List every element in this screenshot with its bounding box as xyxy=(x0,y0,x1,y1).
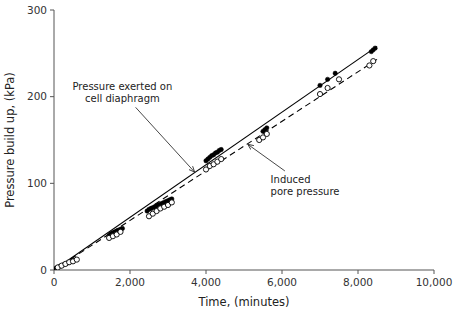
open-point xyxy=(118,229,123,234)
chart: 0 2,000 4,000 6,000 8,000 10,000 0 100 200 300 Tim… xyxy=(0,0,458,312)
x-tick xyxy=(130,270,131,274)
x-tick xyxy=(358,270,359,274)
open-point xyxy=(371,59,376,64)
annotation-arrow xyxy=(136,107,195,172)
filled-point xyxy=(318,83,322,87)
open-point xyxy=(264,131,269,136)
x-axis-label: Time, (minutes) xyxy=(198,295,290,309)
y-tick-label: 100 xyxy=(27,177,47,189)
filled-point xyxy=(325,77,329,81)
x-tick-label: 4,000 xyxy=(191,276,221,288)
y-axis-line xyxy=(54,10,55,270)
x-tick-label: 2,000 xyxy=(115,276,145,288)
open-point xyxy=(367,63,372,68)
x-tick-label: 10,000 xyxy=(416,276,453,288)
open-point xyxy=(169,200,174,205)
filled-point xyxy=(265,126,269,130)
y-tick xyxy=(50,270,54,271)
x-axis-line xyxy=(54,270,434,271)
y-tick xyxy=(50,96,54,97)
plot-area xyxy=(54,46,377,270)
filled-point xyxy=(373,46,377,50)
y-tick xyxy=(50,10,54,11)
annotation: Pressure exerted oncell diaphragm xyxy=(73,81,173,104)
annotation-arrow xyxy=(248,144,285,171)
annotation: Inducedpore pressure xyxy=(271,174,340,197)
y-tick xyxy=(50,183,54,184)
x-tick-label: 0 xyxy=(51,276,58,288)
y-axis-label: Pressure build up, (kPa) xyxy=(3,72,17,208)
y-tick-label: 300 xyxy=(27,4,47,16)
open-point xyxy=(325,85,330,90)
open-point xyxy=(219,156,224,161)
fit-line xyxy=(54,46,377,270)
filled-point xyxy=(333,71,337,75)
open-point xyxy=(336,77,341,82)
filled-point xyxy=(219,147,223,151)
x-tick-label: 6,000 xyxy=(267,276,297,288)
x-tick xyxy=(54,270,55,274)
fit-line xyxy=(54,59,377,270)
x-tick xyxy=(282,270,283,274)
y-tick-label: 0 xyxy=(40,264,47,276)
x-tick xyxy=(434,270,435,274)
y-tick-label: 200 xyxy=(27,90,47,102)
open-point xyxy=(74,257,79,262)
open-point xyxy=(317,91,322,96)
x-tick xyxy=(206,270,207,274)
x-tick-label: 8,000 xyxy=(343,276,373,288)
